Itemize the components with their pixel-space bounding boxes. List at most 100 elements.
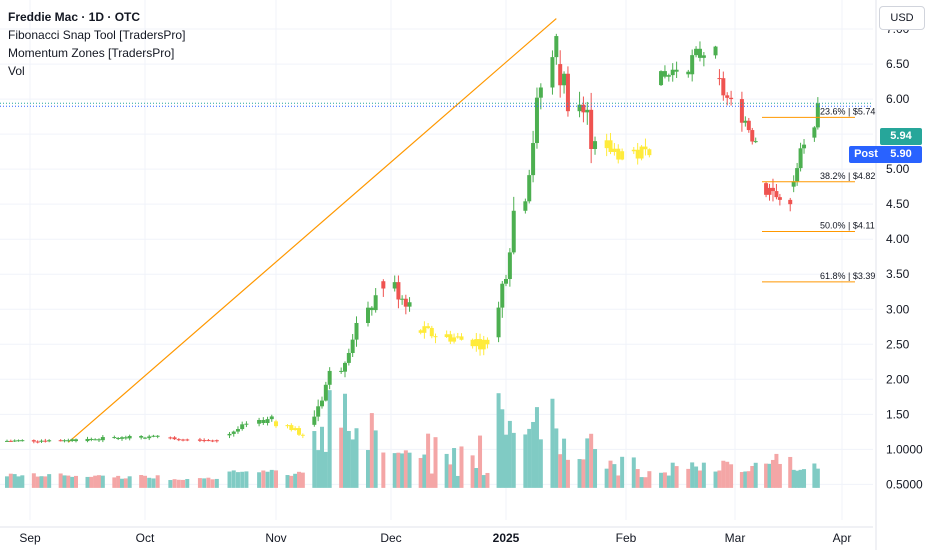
candle-body — [725, 95, 730, 98]
candle-body — [300, 434, 305, 436]
candle-body — [16, 440, 21, 442]
volume-bar — [350, 439, 355, 488]
candle-body — [478, 339, 483, 350]
volume-bar — [452, 448, 457, 488]
volume-bar — [85, 476, 90, 488]
candle-body — [729, 97, 734, 100]
candle-body — [151, 435, 156, 437]
volume-bar — [474, 468, 479, 488]
currency-button[interactable]: USD — [879, 6, 925, 30]
candle-body — [774, 191, 779, 198]
candle-body — [12, 440, 17, 442]
candle-body — [659, 71, 664, 86]
volume-bar — [66, 475, 71, 488]
candle-body — [534, 97, 539, 144]
volume-bar — [770, 459, 775, 488]
volume-bar — [93, 475, 98, 488]
candle-body — [815, 103, 820, 128]
candle-body — [538, 87, 543, 98]
candle-body — [100, 437, 105, 441]
volume-bar — [5, 476, 9, 488]
volume-bar — [764, 463, 769, 488]
candle-body — [558, 64, 563, 86]
volume-bar — [257, 472, 262, 488]
chart-legend: Freddie Mac · 1D · OTC Fibonacci Snap To… — [8, 8, 185, 80]
volume-bar — [202, 478, 207, 488]
candle-body — [176, 439, 181, 441]
volume-bar — [538, 439, 543, 488]
candle-body — [400, 298, 405, 300]
indicator-momentum-zones[interactable]: Momentum Zones [TradersPro] — [8, 46, 175, 60]
candle-body — [791, 181, 796, 187]
candle-body — [631, 149, 636, 152]
volume-bar — [562, 438, 567, 488]
volume-bar — [635, 469, 640, 488]
candle-body — [481, 339, 486, 350]
time-tick-label: Apr — [833, 531, 852, 545]
candle-body — [562, 73, 567, 86]
price-tick-label: 4.50 — [886, 197, 910, 211]
candle-body — [214, 440, 219, 442]
candle-body — [504, 279, 508, 284]
volume-bar — [639, 477, 644, 488]
candle-body — [47, 440, 52, 442]
indicator-volume[interactable]: Vol — [8, 64, 25, 78]
candle-body — [297, 428, 301, 435]
candles — [5, 33, 820, 444]
volume-bar — [297, 471, 301, 488]
indicator-fibonacci[interactable]: Fibonacci Snap Tool [TradersPro] — [8, 28, 186, 42]
volume-bar — [35, 476, 40, 488]
price-tick-label: 6.50 — [886, 57, 910, 71]
candle-body — [474, 339, 479, 347]
volume-bar — [504, 434, 508, 488]
candle-body — [320, 400, 324, 407]
volume-bar — [631, 457, 636, 488]
volume-bar — [616, 475, 621, 488]
candle-body — [265, 419, 270, 424]
volume-bar — [320, 426, 324, 488]
candle-body — [788, 199, 793, 205]
candle-body — [686, 71, 691, 75]
candle-body — [185, 439, 190, 441]
volume-bar — [608, 460, 613, 488]
volume-bar — [176, 479, 181, 488]
volume-bar — [507, 420, 512, 488]
candle-body — [612, 148, 617, 152]
time-axis: Sep Oct Nov Dec 2025 Feb Mar Apr — [0, 526, 873, 545]
candle-body — [210, 440, 215, 442]
volume-bar — [366, 450, 370, 488]
candle-body — [743, 120, 748, 123]
volume-bar — [407, 452, 412, 488]
volume-bar — [697, 470, 702, 488]
volume-bar — [227, 471, 232, 488]
volume-bar — [214, 478, 219, 488]
candle-body — [244, 423, 249, 425]
volume-bar — [777, 463, 782, 488]
volume-bar — [612, 464, 617, 488]
candle-body — [354, 322, 359, 340]
volume-bar — [12, 474, 17, 488]
volume-bar — [346, 430, 351, 488]
candle-body — [240, 424, 245, 430]
volume-bar — [565, 459, 570, 488]
candle-body — [739, 99, 744, 123]
candle-body — [20, 440, 25, 442]
volume-bar — [112, 477, 117, 488]
candle-body — [604, 140, 609, 149]
candle-body — [123, 437, 128, 439]
candle-body — [350, 339, 355, 354]
candle-body — [697, 48, 702, 58]
candle-body — [426, 326, 431, 328]
candle-body — [577, 104, 582, 112]
volume-bar — [554, 428, 559, 488]
candle-body — [527, 175, 532, 202]
price-tick-label: 1.0000 — [886, 442, 923, 456]
candle-body — [392, 282, 397, 289]
candle-body — [798, 148, 803, 169]
volume-bar — [31, 473, 36, 488]
volume-bar — [143, 475, 147, 488]
volume-bar — [172, 479, 177, 488]
candle-body — [58, 440, 63, 442]
volume-bar — [750, 465, 755, 488]
